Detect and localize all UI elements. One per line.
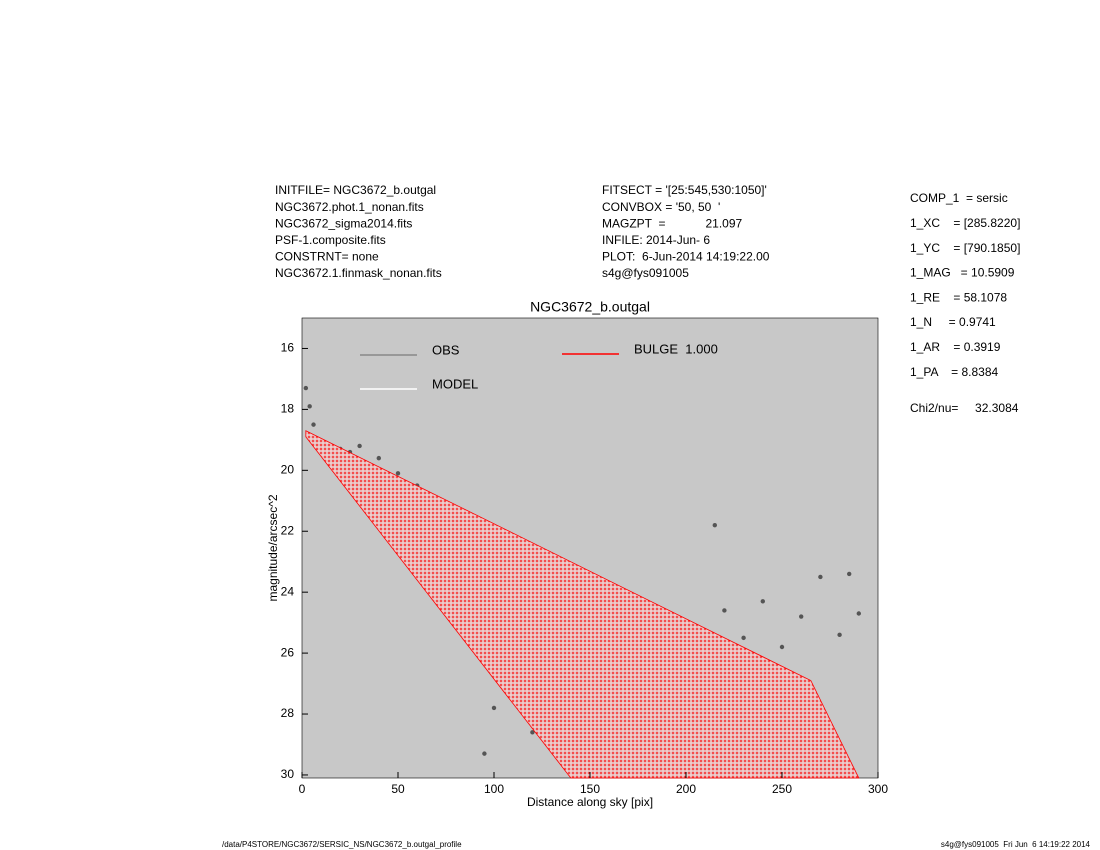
y-tick-label: 22 bbox=[281, 523, 295, 537]
chi2: Chi2/nu= 32.3084 bbox=[910, 401, 1019, 415]
header-line: INITFILE= NGC3672_b.outgal bbox=[275, 183, 436, 197]
footer-right: s4g@fys091005 Fri Jun 6 14:19:22 2014 bbox=[941, 840, 1091, 849]
header-line: PSF-1.composite.fits bbox=[275, 233, 386, 247]
header-line: CONVBOX = '50, 50 ' bbox=[602, 200, 720, 214]
point bbox=[311, 422, 316, 427]
x-tick-label: 250 bbox=[772, 782, 792, 796]
point bbox=[799, 614, 804, 619]
x-axis-label: Distance along sky [pix] bbox=[527, 795, 653, 809]
y-axis-label: magnitude/arcsec^2 bbox=[266, 494, 280, 601]
y-tick-label: 30 bbox=[281, 767, 295, 781]
param-line: 1_YC = [790.1850] bbox=[910, 241, 1020, 255]
legend-label: OBS bbox=[432, 342, 460, 357]
point bbox=[491, 705, 497, 711]
legend-label: BULGE 1.000 bbox=[634, 341, 718, 356]
y-tick-label: 18 bbox=[281, 402, 295, 416]
param-line: 1_RE = 58.1078 bbox=[910, 290, 1007, 304]
point bbox=[376, 455, 381, 461]
param-line: 1_PA = 8.8384 bbox=[910, 365, 999, 379]
x-tick-label: 100 bbox=[484, 782, 504, 796]
header-line: NGC3672_sigma2014.fits bbox=[275, 216, 412, 230]
x-tick-label: 200 bbox=[676, 782, 696, 796]
fit-params: COMP_1 = sersic 1_XC = [285.8220] 1_YC = [… bbox=[910, 191, 1020, 379]
point bbox=[818, 574, 823, 580]
point bbox=[712, 522, 717, 528]
model-region bbox=[305, 430, 860, 779]
x-tick-label: 50 bbox=[391, 782, 405, 796]
header-line: NGC3672.1.finmask_nonan.fits bbox=[275, 266, 442, 280]
y-tick-label: 28 bbox=[281, 706, 295, 720]
y-tick-label: 24 bbox=[281, 584, 295, 598]
footer-left: /data/P4STORE/NGC3672/SERSIC_NS/NGC3672_… bbox=[222, 840, 462, 849]
point bbox=[303, 385, 309, 391]
y-tick-label: 20 bbox=[281, 462, 295, 476]
header-line: FITSECT = '[25:545,530:1050]' bbox=[602, 183, 767, 197]
point bbox=[779, 644, 785, 650]
param-line: 1_MAG = 10.5909 bbox=[910, 266, 1015, 280]
header-middle: FITSECT = '[25:545,530:1050]' CONVBOX = '… bbox=[602, 183, 770, 280]
plot: 0 50 100 150 200 250 300 16 18 20 22 24 26 28 30 OBS MOD… bbox=[281, 317, 888, 796]
x-tick-label: 0 bbox=[299, 782, 306, 796]
param-line: 1_N = 0.9741 bbox=[910, 315, 996, 329]
header-line: s4g@fys091005 bbox=[602, 266, 689, 280]
point bbox=[395, 471, 401, 476]
header-line: NGC3672.phot.1_nonan.fits bbox=[275, 200, 424, 214]
header-line: PLOT: 6-Jun-2014 14:19:22.00 bbox=[602, 250, 770, 264]
point bbox=[357, 443, 362, 449]
header-left: INITFILE= NGC3672_b.outgal NGC3672.phot.1… bbox=[275, 183, 442, 280]
y-tick-label: 16 bbox=[281, 341, 295, 355]
param-line: 1_XC = [285.8220] bbox=[910, 216, 1020, 230]
x-tick-label: 150 bbox=[580, 782, 600, 796]
param-line: 1_AR = 0.3919 bbox=[910, 340, 1001, 354]
point bbox=[856, 611, 861, 616]
point bbox=[482, 751, 487, 756]
y-tick-label: 26 bbox=[281, 645, 295, 659]
header-line: MAGZPT = 21.097 bbox=[602, 216, 742, 230]
point bbox=[722, 608, 727, 613]
point bbox=[530, 730, 535, 735]
point bbox=[741, 635, 746, 641]
point bbox=[847, 571, 852, 577]
param-line: COMP_1 = sersic bbox=[910, 191, 1008, 205]
header-line: CONSTRNT= none bbox=[275, 250, 379, 264]
header-line: INFILE: 2014-Jun- 6 bbox=[602, 233, 710, 247]
x-tick-label: 300 bbox=[868, 782, 888, 796]
point bbox=[307, 404, 312, 409]
point bbox=[837, 632, 842, 638]
legend-label: MODEL bbox=[432, 376, 478, 391]
point bbox=[760, 599, 765, 604]
chart-title: NGC3672_b.outgal bbox=[530, 299, 650, 315]
